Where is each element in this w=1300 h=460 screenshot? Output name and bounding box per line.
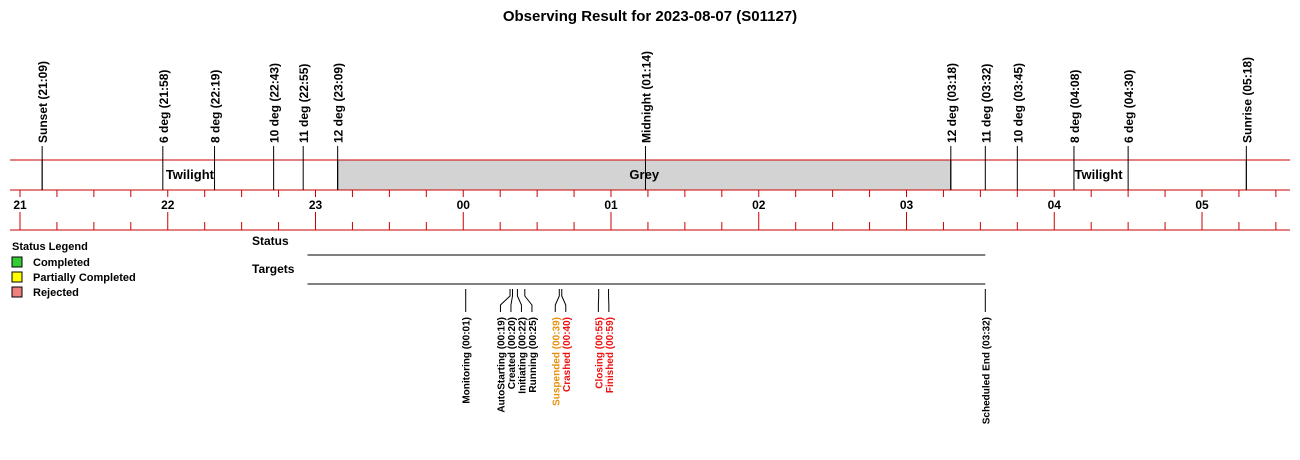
band-1 bbox=[337, 159, 952, 191]
row-label: Targets bbox=[252, 262, 295, 276]
sun-event-label: 11 deg (03:32) bbox=[979, 64, 993, 143]
status-event-label: Scheduled End (03:32) bbox=[981, 317, 992, 424]
status-event-label: Crashed (00:40) bbox=[562, 317, 573, 392]
time-axis: 21 22 23 00 01 02 03 04 05 bbox=[10, 190, 1290, 231]
hour-tick-label: 04 bbox=[1048, 198, 1062, 212]
chart-title: Observing Result for 2023-08-07 (S01127) bbox=[503, 8, 797, 25]
sun-event-label: 6 deg (21:58) bbox=[157, 70, 171, 143]
hour-tick-label: 01 bbox=[604, 198, 618, 212]
band-label: Twilight bbox=[166, 167, 215, 182]
sky-bands: Twilight Grey Twilight bbox=[10, 159, 1290, 191]
status-event-label: AutoStarting (00:19) bbox=[496, 317, 507, 413]
hour-tick-label: 02 bbox=[752, 198, 766, 212]
status-event-tick bbox=[524, 289, 533, 312]
band-label: Twilight bbox=[1075, 167, 1124, 182]
sun-event-label: 8 deg (22:19) bbox=[209, 70, 223, 143]
hour-tick-label: 05 bbox=[1195, 198, 1209, 212]
status-event-label: Running (00:25) bbox=[528, 317, 539, 393]
status-event-tick bbox=[561, 289, 567, 312]
status-legend: Status Legend Completed Partially Complete… bbox=[11, 241, 136, 299]
sun-event-label: 6 deg (04:30) bbox=[1122, 70, 1136, 143]
hour-tick-label: 21 bbox=[13, 198, 27, 212]
status-event-tick bbox=[499, 289, 511, 312]
legend-swatch bbox=[11, 271, 23, 283]
legend-swatch bbox=[11, 256, 23, 268]
sun-event-label: Sunrise (05:18) bbox=[1240, 57, 1254, 143]
status-event-tick bbox=[554, 289, 560, 312]
status-event-label: Suspended (00:39) bbox=[551, 317, 562, 406]
legend-swatch bbox=[11, 286, 23, 298]
sun-event-label: 12 deg (03:18) bbox=[945, 63, 959, 143]
status-event-tick bbox=[516, 289, 522, 312]
band-0 bbox=[41, 159, 339, 191]
sun-events: Sunset (21:09) 6 deg (21:58) 8 deg (22:19)… bbox=[36, 51, 1254, 190]
hour-tick-label: 03 bbox=[900, 198, 914, 212]
hour-tick-label: 22 bbox=[161, 198, 175, 212]
sun-event-label: Midnight (01:14) bbox=[639, 51, 653, 143]
row-label: Status bbox=[252, 234, 289, 248]
sun-event-label: 10 deg (03:45) bbox=[1011, 63, 1025, 143]
sun-event-label: Sunset (21:09) bbox=[36, 61, 50, 143]
status-event-label: Monitoring (00:01) bbox=[462, 317, 473, 404]
status-events: Monitoring (00:01) AutoStarting (00:19) Cr… bbox=[462, 289, 992, 424]
status-event-tick bbox=[510, 289, 513, 312]
legend-title: Status Legend bbox=[12, 241, 88, 253]
status-event-label: Created (00:20) bbox=[507, 317, 518, 389]
sun-event-label: 11 deg (22:55) bbox=[297, 64, 311, 143]
legend-label: Partially Completed bbox=[33, 272, 136, 284]
hour-tick-label: 00 bbox=[457, 198, 471, 212]
sun-event-label: 12 deg (23:09) bbox=[332, 63, 346, 143]
status-event-label: Initiating (00:22) bbox=[517, 317, 528, 394]
legend-label: Rejected bbox=[33, 287, 79, 299]
status-event-label: Finished (00:59) bbox=[605, 317, 616, 393]
status-rows: Status Targets bbox=[252, 234, 986, 285]
hour-tick-label: 23 bbox=[309, 198, 323, 212]
sun-event-label: 8 deg (04:08) bbox=[1068, 70, 1082, 143]
status-event-label: Closing (00:55) bbox=[594, 317, 605, 389]
sun-event-label: 10 deg (22:43) bbox=[268, 63, 282, 143]
band-label: Grey bbox=[629, 167, 659, 182]
legend-label: Completed bbox=[33, 257, 90, 269]
